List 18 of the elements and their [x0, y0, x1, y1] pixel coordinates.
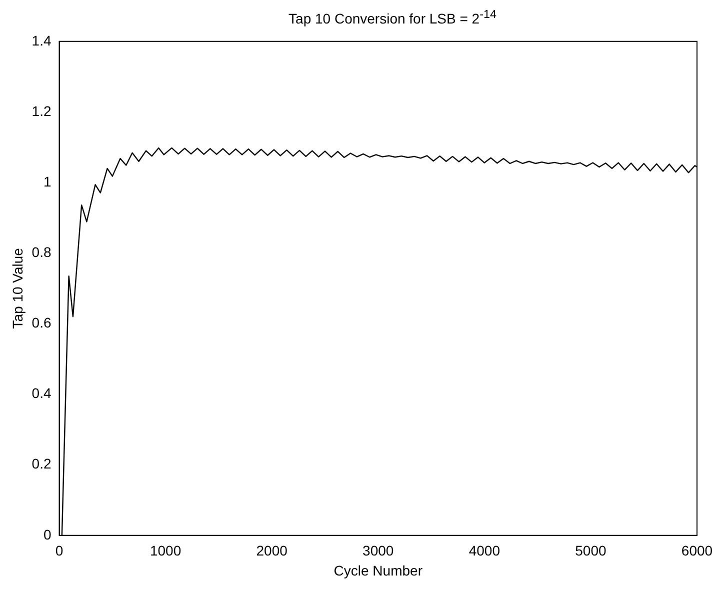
x-tick-label: 0 — [55, 542, 64, 559]
x-tick-label: 5000 — [575, 542, 606, 559]
y-tick-label: 1.4 — [32, 32, 52, 48]
y-tick-label: 0.2 — [32, 456, 52, 472]
y-tick-label: 0.8 — [32, 244, 52, 260]
x-axis-title: Cycle Number — [334, 562, 423, 578]
x-tick-label: 2000 — [256, 542, 288, 559]
y-tick-label: 1.2 — [32, 102, 52, 119]
y-tick-label: 1 — [43, 173, 52, 190]
x-tick-label: 4000 — [468, 542, 500, 559]
y-tick-label: 0 — [43, 526, 52, 542]
chart-title: Tap 10 Conversion for LSB = 2$^{-14}$ — [288, 8, 498, 29]
x-tick-label: 6000 — [681, 542, 713, 559]
y-tick-label: 0.6 — [32, 314, 52, 331]
y-axis-title: Tap 10 Value — [9, 248, 26, 329]
x-tick-label: 3000 — [362, 542, 394, 559]
y-tick-label: 0.4 — [32, 385, 52, 402]
x-tick-label: 1000 — [150, 542, 182, 559]
